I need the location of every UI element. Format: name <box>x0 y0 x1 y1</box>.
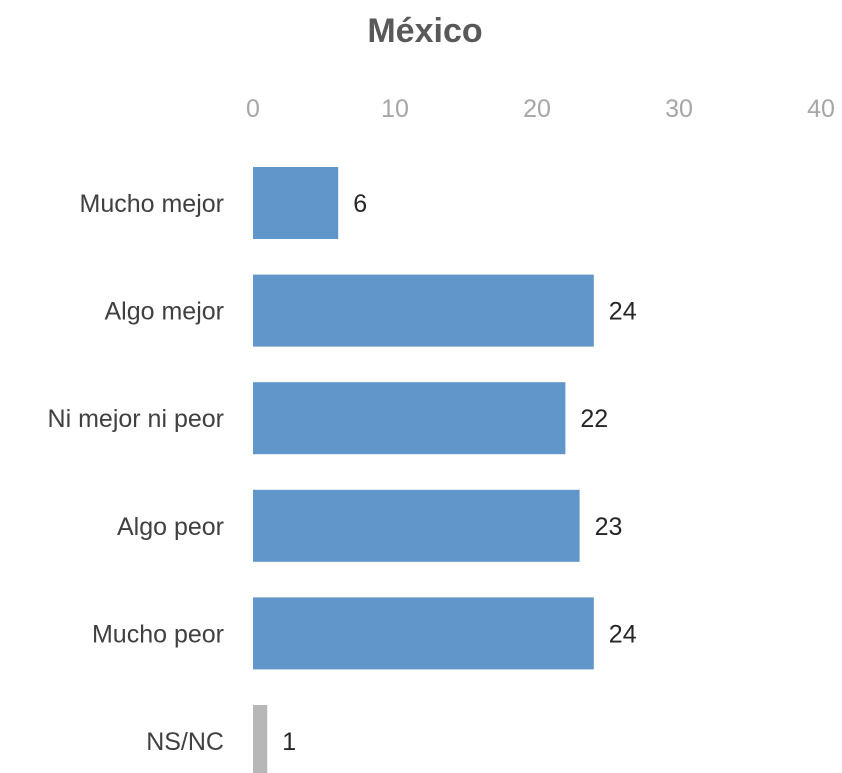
data-label: 24 <box>609 298 637 326</box>
x-tick-label: 20 <box>523 95 551 123</box>
bar-group: Mucho mejor 6 <box>80 167 367 239</box>
category-label: Ni mejor ni peor <box>48 405 224 433</box>
axis-ticks: 0 10 20 30 40 <box>246 95 835 123</box>
bar <box>253 382 566 455</box>
bar-group: Algo mejor 24 <box>105 274 637 347</box>
bar <box>253 705 268 773</box>
category-label: Mucho mejor <box>80 190 225 218</box>
bar-group: Mucho peor 24 <box>92 597 637 670</box>
x-tick-label: 10 <box>381 95 409 123</box>
data-label: 6 <box>353 190 367 218</box>
data-label: 24 <box>609 620 637 648</box>
x-tick-label: 40 <box>807 95 835 123</box>
data-label: 22 <box>580 405 608 433</box>
bar <box>253 167 339 239</box>
category-label: Algo peor <box>117 513 224 541</box>
category-label: NS/NC <box>146 728 224 756</box>
bar-group: Algo peor 23 <box>117 489 623 562</box>
x-tick-label: 0 <box>246 95 260 123</box>
bar-group: Ni mejor ni peor 22 <box>48 382 608 455</box>
data-label: 23 <box>595 513 623 541</box>
category-label: Algo mejor <box>105 298 225 326</box>
bar-group: NS/NC 1 <box>146 705 296 773</box>
bar <box>253 597 594 670</box>
bar <box>253 489 580 562</box>
bars: Mucho mejor 6 Algo mejor 24 Ni mejor ni peor… <box>48 167 637 773</box>
data-label: 1 <box>282 728 296 756</box>
bar <box>253 274 594 347</box>
chart-title: México <box>367 12 482 50</box>
x-tick-label: 30 <box>665 95 693 123</box>
category-label: Mucho peor <box>92 620 224 648</box>
